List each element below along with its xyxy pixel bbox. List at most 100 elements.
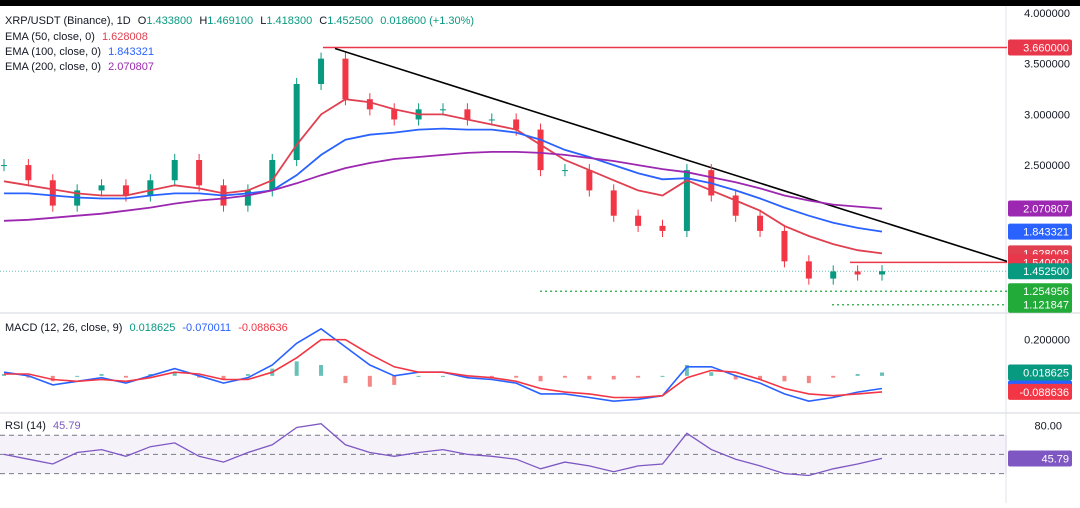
ema200-legend[interactable]: EMA (200, close, 0) 2.070807: [5, 61, 158, 73]
candle-body: [440, 109, 446, 111]
macd-histogram-bar: [782, 375, 787, 382]
candle-body: [293, 84, 300, 160]
candle-body: [269, 160, 276, 191]
macd-histogram-bar: [465, 375, 470, 378]
high-label: H: [199, 15, 208, 27]
macd-histogram-bar: [538, 375, 543, 382]
macd-histogram-bar: [684, 365, 689, 376]
macd-histogram-bar: [392, 375, 397, 385]
candle-body: [488, 119, 495, 121]
macd-histogram-bar: [197, 375, 202, 378]
macd-histogram-bar: [367, 375, 372, 387]
ema200-label: EMA (200, close, 0): [5, 61, 101, 73]
candle-body: [805, 261, 812, 279]
macd-histogram-bar: [416, 375, 421, 377]
rsi-line: [3, 423, 883, 477]
macd-histogram-bar: [514, 375, 519, 378]
macd-tick-label: 0.200000: [1024, 335, 1070, 347]
macd-histogram-bar: [733, 375, 738, 380]
macd-histogram-bar: [587, 375, 592, 380]
macd-badge: [1008, 364, 1072, 381]
macd-histogram-bar: [172, 372, 177, 376]
candle-body: [537, 129, 544, 171]
trend-line: [334, 47, 1008, 263]
candle-body: [659, 225, 666, 231]
rsi-badge: [1008, 450, 1072, 467]
open-value: 1.433800: [146, 15, 193, 27]
candle-body: [366, 99, 373, 110]
candle-body: [610, 190, 617, 216]
macd-line-value: -0.070011: [182, 322, 232, 334]
ema-line: [3, 150, 883, 222]
macd-histogram-bar: [221, 375, 226, 380]
price-badge-text: 3.660000: [1023, 43, 1069, 55]
candle-body: [830, 271, 837, 279]
candle-body: [244, 190, 251, 206]
macd-line: [3, 327, 883, 403]
price-badge-text: 1.843321: [1023, 227, 1069, 239]
macd-histogram-bar: [319, 365, 324, 376]
ema200-value: 2.070807: [108, 61, 154, 73]
ohlc-header: XRP/USDT (Binance), 1D O1.433800 H1.4691…: [5, 15, 478, 27]
rsi-legend[interactable]: RSI (14) 45.79: [5, 420, 85, 432]
candle-body: [1, 165, 7, 167]
macd-histogram-bar: [880, 372, 884, 376]
change-value: 0.018600 (+1.30%): [380, 15, 475, 27]
macd-histogram-bar: [99, 374, 104, 376]
price-tick-label: 3.500000: [1024, 59, 1070, 71]
candle-body: [196, 160, 203, 186]
ema-line: [3, 98, 883, 255]
candle-body: [732, 195, 739, 216]
price-badge-text: 1.121847: [1023, 300, 1069, 312]
price-tick-label: 3.000000: [1024, 109, 1070, 121]
candle-body: [49, 180, 56, 206]
ema50-label: EMA (50, close, 0): [5, 31, 95, 43]
ema50-value: 1.628008: [101, 31, 148, 43]
macd-histogram-bar: [855, 374, 860, 376]
macd-histogram-bar: [611, 375, 616, 380]
candle-body: [635, 215, 642, 226]
macd-label: MACD (12, 26, close, 9): [5, 322, 123, 334]
candle-body: [171, 160, 178, 181]
candle-body: [98, 185, 105, 191]
rsi-badge-text: 45.79: [1041, 453, 1069, 465]
low-value: 1.418300: [266, 15, 313, 27]
candle-body: [122, 185, 129, 196]
candle-body: [683, 170, 690, 231]
price-badge: [1008, 263, 1072, 280]
high-value: 1.469100: [207, 15, 254, 27]
candle-body: [586, 170, 593, 191]
price-tick-label: 4.000000: [1024, 8, 1070, 20]
price-badge-text: 1.254956: [1023, 286, 1069, 298]
candle-body: [757, 215, 764, 231]
macd-histogram-bar: [343, 375, 348, 384]
macd-legend[interactable]: MACD (12, 26, close, 9) 0.018625 -0.0700…: [5, 322, 292, 334]
rsi-value: 45.79: [53, 420, 81, 432]
candle-body: [464, 109, 471, 120]
candle-body: [25, 165, 32, 181]
macd-histogram-bar: [660, 375, 665, 377]
ema100-label: EMA (100, close, 0): [5, 46, 101, 58]
open-label: O: [137, 15, 147, 27]
macd-histogram-bar: [636, 375, 641, 378]
macd-badge-text: -0.088636: [1019, 387, 1069, 399]
ema50-legend[interactable]: EMA (50, close, 0) 1.628008: [5, 31, 152, 43]
ema-line: [4, 127, 883, 233]
macd-histogram-bar: [758, 375, 763, 380]
ema100-legend[interactable]: EMA (100, close, 0) 1.843321: [5, 46, 158, 58]
macd-badge: [1008, 383, 1072, 400]
macd-histogram-bar: [806, 375, 811, 384]
symbol-label[interactable]: XRP/USDT (Binance), 1D: [5, 15, 131, 27]
macd-histogram-bar: [245, 374, 250, 376]
macd-histogram-bar: [489, 375, 494, 378]
macd-hist-value: 0.018625: [129, 322, 176, 334]
candle-body: [561, 170, 568, 172]
price-badge: [1008, 223, 1072, 240]
macd-histogram-bar: [294, 361, 299, 376]
macd-histogram-bar: [2, 374, 6, 376]
macd-histogram-bar: [441, 375, 445, 377]
close-label: C: [319, 15, 328, 27]
candle-body: [854, 271, 861, 275]
macd-histogram-bar: [50, 375, 55, 382]
